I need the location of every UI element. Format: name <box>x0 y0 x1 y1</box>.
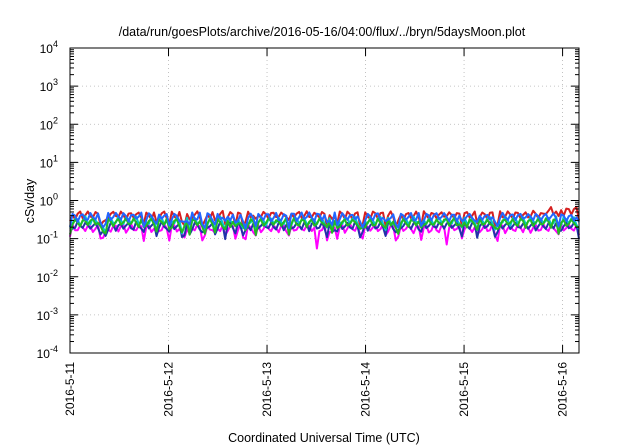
x-tick-label: 2016-5-12 <box>162 362 176 417</box>
y-tick-label: 10-4 <box>37 344 58 361</box>
y-tick-label: 102 <box>40 115 58 132</box>
series-line-6 <box>69 211 580 230</box>
x-tick-label: 2016-5-11 <box>63 362 77 416</box>
y-tick-label: 10-2 <box>37 268 58 285</box>
x-tick-label: 2016-5-16 <box>556 362 570 417</box>
chart-title: /data/run/goesPlots/archive/2016-05-16/0… <box>119 25 526 39</box>
y-tick-label: 10-3 <box>37 306 58 323</box>
series-line-5 <box>69 217 580 237</box>
x-axis-title: Coordinated Universal Time (UTC) <box>228 431 420 445</box>
grid <box>70 48 579 353</box>
series-layer <box>69 206 580 250</box>
y-tick-label: 104 <box>40 39 58 56</box>
y-tick-label: 103 <box>40 77 58 94</box>
x-tick-labels: 2016-5-11 2016-5-12 2016-5-13 2016-5-14 2016… <box>63 362 570 417</box>
axis-ticks <box>69 47 579 354</box>
y-tick-labels: 104 103 102 101 100 10-1 10-2 10-3 10-4 <box>37 39 58 361</box>
y-tick-label: 101 <box>40 153 58 170</box>
x-tick-label: 2016-5-13 <box>260 362 274 417</box>
y-tick-label: 10-1 <box>37 230 58 247</box>
x-tick-label: 2016-5-14 <box>359 362 373 417</box>
x-tick-label: 2016-5-15 <box>457 362 471 417</box>
y-axis-title: cSv/day <box>23 178 37 223</box>
y-tick-label: 100 <box>40 192 58 209</box>
